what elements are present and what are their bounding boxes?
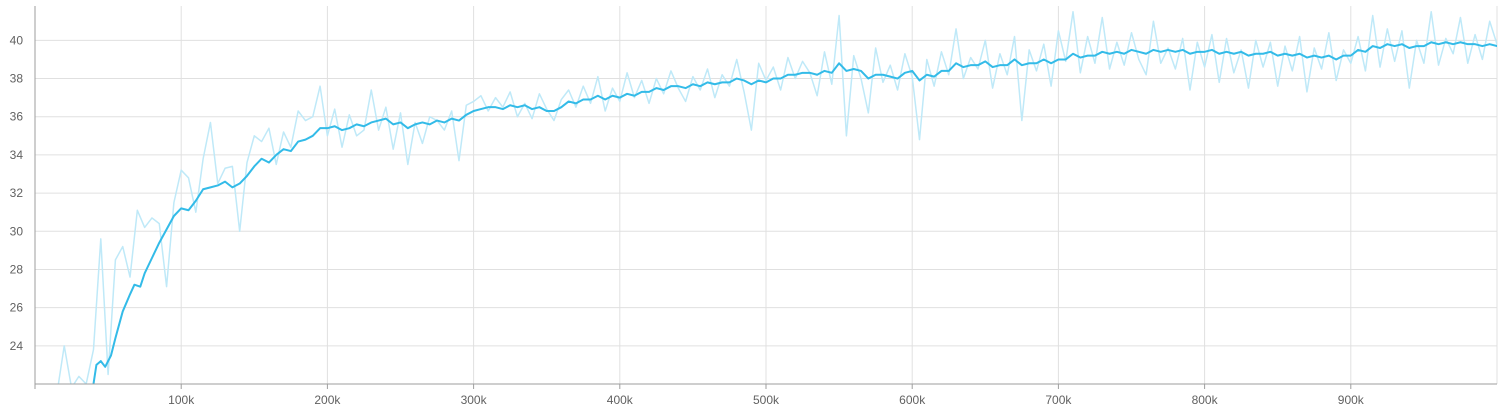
raw-series-line	[57, 10, 1497, 384]
x-tick-label: 900k	[1338, 393, 1365, 407]
y-tick-label: 26	[10, 301, 24, 315]
y-tick-label: 32	[10, 186, 24, 200]
x-tick-label: 500k	[753, 393, 780, 407]
axis-layer	[34, 6, 1497, 389]
x-tick-label: 600k	[899, 393, 926, 407]
y-tick-label: 38	[10, 72, 24, 86]
x-tick-label: 100k	[168, 393, 195, 407]
y-tick-label: 36	[10, 110, 24, 124]
y-tick-label: 28	[10, 262, 24, 276]
x-tick-label: 700k	[1045, 393, 1072, 407]
y-tick-label: 24	[10, 339, 24, 353]
x-tick-label: 300k	[461, 393, 488, 407]
smoothed-series-line	[92, 41, 1497, 384]
series-layer	[57, 10, 1497, 384]
x-tick-label: 200k	[314, 393, 341, 407]
x-tick-label: 800k	[1192, 393, 1219, 407]
grid-layer	[35, 6, 1498, 384]
y-tick-label: 34	[10, 148, 24, 162]
y-tick-label: 40	[10, 33, 24, 47]
tick-label-layer: 24 26 28 30 32 34 36 38 40 100k 200k 300k 400k 500k 60…	[10, 33, 1365, 407]
y-tick-label: 30	[10, 224, 24, 238]
x-tick-label: 400k	[607, 393, 634, 407]
